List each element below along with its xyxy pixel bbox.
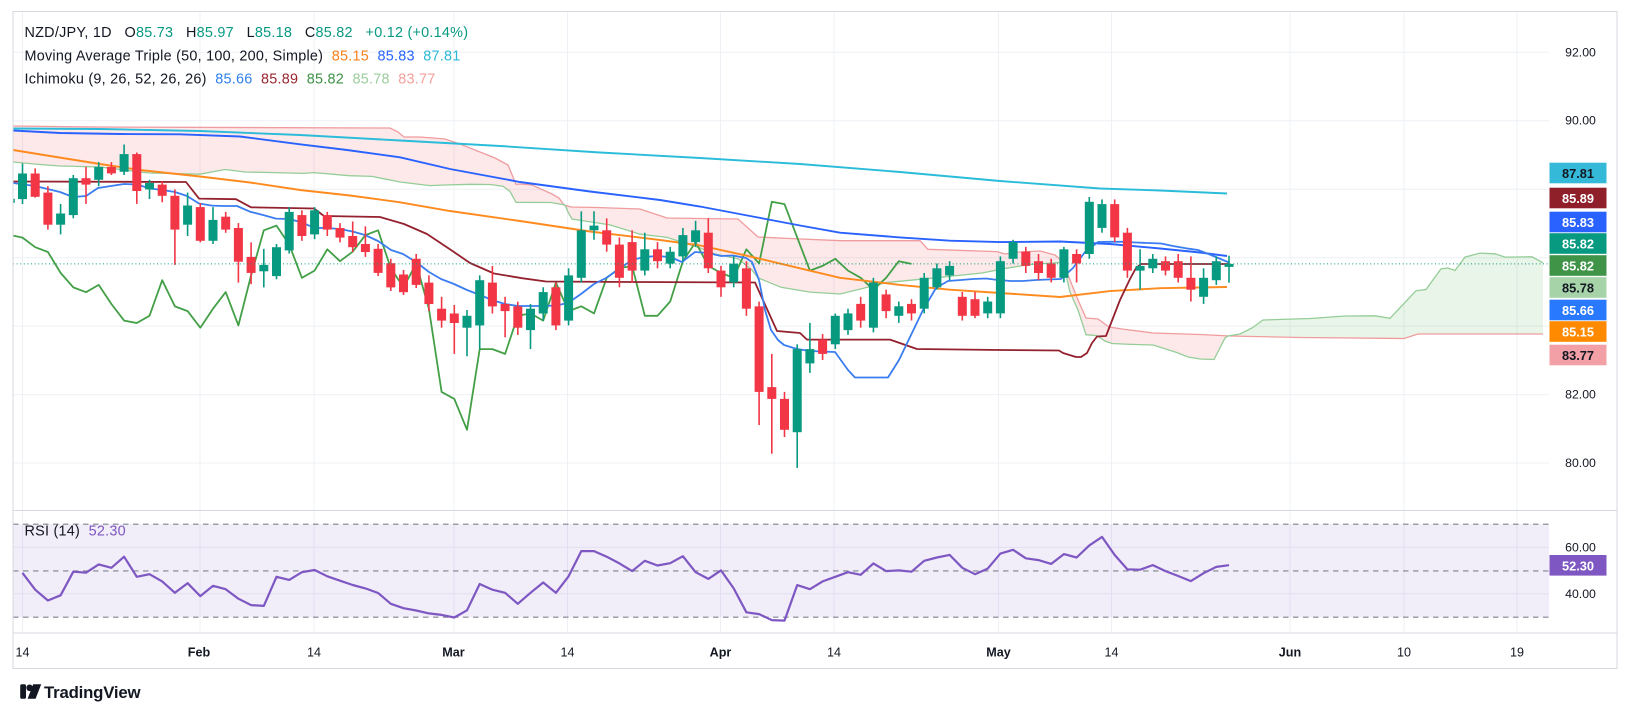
svg-text:83.77: 83.77: [1562, 348, 1594, 363]
svg-text:85.83: 85.83: [1562, 215, 1594, 230]
svg-text:Moving Average Triple (50, 100: Moving Average Triple (50, 100, 200, Sim…: [25, 48, 461, 64]
svg-text:Mar: Mar: [442, 646, 464, 660]
svg-text:85.78: 85.78: [1562, 281, 1594, 296]
svg-text:80.00: 80.00: [1565, 456, 1596, 470]
svg-text:10: 10: [1397, 646, 1411, 660]
svg-text:Jun: Jun: [1279, 646, 1301, 660]
svg-text:14: 14: [560, 646, 574, 660]
svg-text:87.81: 87.81: [1562, 166, 1594, 181]
svg-text:Feb: Feb: [188, 646, 211, 660]
svg-text:14: 14: [307, 646, 321, 660]
svg-text:85.66: 85.66: [1562, 303, 1594, 318]
svg-text:92.00: 92.00: [1565, 46, 1596, 60]
svg-text:85.89: 85.89: [1562, 191, 1594, 206]
svg-text:Apr: Apr: [710, 646, 732, 660]
svg-text:NZD/JPY, 1D O85.73 H85.97: NZD/JPY, 1D O85.73 H85.97 L85.18 C85.82 …: [25, 25, 469, 41]
svg-text:85.82: 85.82: [1562, 259, 1594, 274]
svg-text:May: May: [986, 646, 1011, 660]
svg-text:85.15: 85.15: [1562, 325, 1594, 340]
svg-text:19: 19: [1510, 646, 1524, 660]
svg-text:85.82: 85.82: [1562, 237, 1594, 252]
svg-text:14: 14: [827, 646, 841, 660]
svg-text:14: 14: [15, 646, 29, 660]
svg-text:TradingView: TradingView: [44, 683, 141, 702]
svg-text:60.00: 60.00: [1565, 540, 1596, 554]
svg-text:Ichimoku (9, 26, 52, 26, 26): Ichimoku (9, 26, 52, 26, 26) 85.66 85.89…: [25, 71, 436, 87]
svg-text:14: 14: [1104, 646, 1118, 660]
svg-text:90.00: 90.00: [1565, 114, 1596, 128]
svg-text:82.00: 82.00: [1565, 388, 1596, 402]
svg-text:40.00: 40.00: [1565, 587, 1596, 601]
svg-text:52.30: 52.30: [1562, 558, 1594, 573]
svg-text:RSI (14) 52.30: RSI (14) 52.30: [25, 524, 126, 540]
